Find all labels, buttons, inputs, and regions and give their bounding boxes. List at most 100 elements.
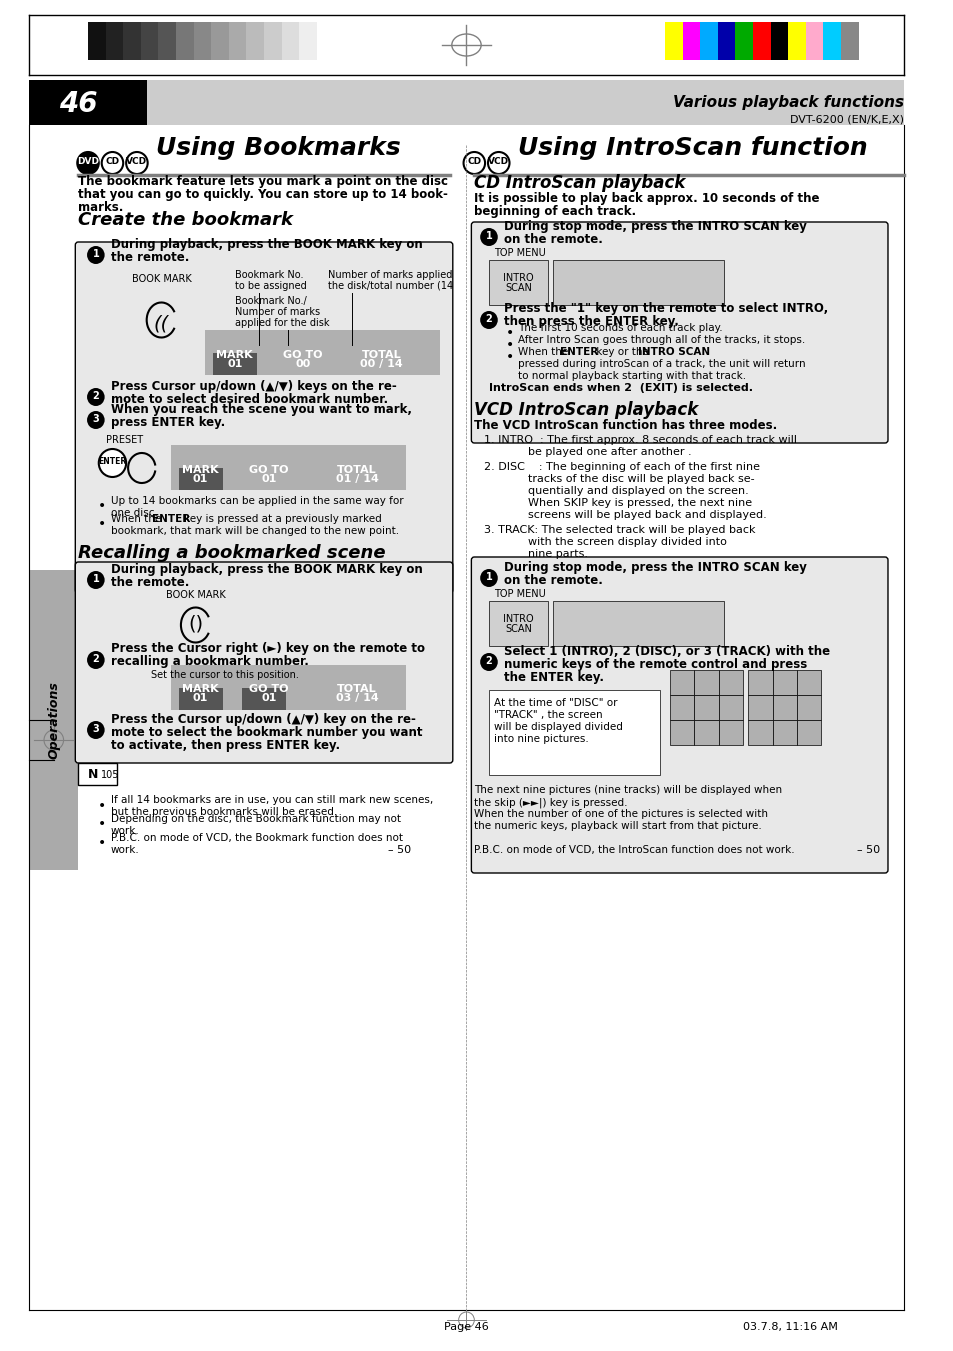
Bar (747, 720, 772, 744)
Text: be played one after another .: be played one after another . (528, 447, 691, 457)
Text: mote to select desired bookmark number.: mote to select desired bookmark number. (111, 393, 387, 407)
Bar (205, 330, 439, 376)
Text: on the remote.: on the remote. (503, 574, 602, 586)
Circle shape (87, 411, 105, 430)
Bar (805, 22, 822, 59)
Text: INTRO: INTRO (502, 273, 533, 282)
Text: marks.: marks. (78, 201, 124, 213)
Bar (141, 22, 158, 59)
Text: When you reach the scene you want to mark,: When you reach the scene you want to mar… (111, 403, 411, 416)
Text: work.: work. (111, 844, 139, 855)
Text: SCAN: SCAN (504, 624, 531, 634)
Text: TOTAL: TOTAL (336, 465, 376, 476)
Text: When SKIP key is pressed, the next nine: When SKIP key is pressed, the next nine (528, 499, 751, 508)
Text: VCD IntroScan playback: VCD IntroScan playback (474, 401, 698, 419)
Text: Press the "1" key on the remote to select INTRO,: Press the "1" key on the remote to selec… (503, 303, 827, 315)
Text: The next nine pictures (nine tracks) will be displayed when: The next nine pictures (nine tracks) wil… (474, 785, 781, 794)
Text: Press the Cursor right (►) key on the remote to: Press the Cursor right (►) key on the re… (111, 642, 424, 655)
Bar (246, 22, 264, 59)
Bar (147, 80, 902, 126)
Text: P.B.C. on mode of VCD, the Bookmark function does not: P.B.C. on mode of VCD, the Bookmark func… (111, 834, 402, 843)
Text: •: • (505, 326, 514, 340)
Bar (796, 670, 821, 694)
Text: Select 1 (INTRO), 2 (DISC), or 3 (TRACK) with the: Select 1 (INTRO), 2 (DISC), or 3 (TRACK)… (503, 644, 829, 658)
Text: tracks of the disc will be played back se-: tracks of the disc will be played back s… (528, 474, 754, 484)
Bar (718, 720, 742, 744)
Bar (717, 22, 735, 59)
Text: The VCD IntroScan function has three modes.: The VCD IntroScan function has three mod… (474, 419, 777, 432)
Text: to normal playback starting with that track.: to normal playback starting with that tr… (517, 372, 745, 381)
Bar (796, 720, 821, 744)
Text: Bookmark No./: Bookmark No./ (234, 296, 306, 305)
Text: one disc.: one disc. (111, 508, 157, 517)
Text: P.B.C. on mode of VCD, the IntroScan function does not work.: P.B.C. on mode of VCD, the IntroScan fun… (474, 844, 794, 855)
Text: 105: 105 (101, 770, 119, 780)
Text: Using IntroScan function: Using IntroScan function (517, 136, 867, 159)
Circle shape (77, 153, 99, 174)
Text: INTRO SCAN: INTRO SCAN (637, 347, 709, 357)
Text: 1: 1 (485, 571, 492, 582)
Bar (241, 688, 285, 711)
Text: Press Cursor up/down (▲/▼) keys on the re-: Press Cursor up/down (▲/▼) keys on the r… (111, 380, 395, 393)
Text: (): () (188, 615, 203, 634)
Text: 2: 2 (92, 654, 99, 663)
Bar (176, 22, 193, 59)
Text: 1: 1 (92, 574, 99, 584)
Text: GO TO: GO TO (283, 350, 322, 359)
Text: CD IntroScan playback: CD IntroScan playback (474, 174, 685, 192)
Text: •: • (98, 517, 106, 531)
Bar (281, 22, 299, 59)
Text: TOTAL: TOTAL (336, 684, 376, 694)
Bar (106, 22, 123, 59)
Text: VCD: VCD (488, 158, 509, 166)
Text: 01: 01 (227, 359, 242, 369)
FancyBboxPatch shape (75, 562, 453, 763)
Bar (30, 570, 78, 870)
Bar (664, 22, 682, 59)
Bar (787, 22, 805, 59)
Bar (735, 22, 752, 59)
Text: on the remote.: on the remote. (503, 232, 602, 246)
Bar (841, 22, 858, 59)
Text: The first 10 seconds of each track play.: The first 10 seconds of each track play. (517, 323, 722, 332)
Text: – 50: – 50 (856, 844, 880, 855)
Text: During playback, press the BOOK MARK key on: During playback, press the BOOK MARK key… (111, 238, 422, 251)
Text: PRESET: PRESET (106, 435, 143, 444)
Text: 2: 2 (92, 390, 99, 401)
Text: During stop mode, press the INTRO SCAN key: During stop mode, press the INTRO SCAN k… (503, 561, 805, 574)
Text: 1: 1 (92, 249, 99, 259)
Bar (264, 22, 281, 59)
Circle shape (488, 153, 509, 174)
Text: MARK: MARK (216, 350, 253, 359)
Text: ENTER: ENTER (152, 513, 190, 524)
Text: DVT-6200 (EN/K,E,X): DVT-6200 (EN/K,E,X) (789, 113, 902, 124)
Text: work.: work. (111, 825, 139, 836)
Text: Number of marks: Number of marks (234, 307, 319, 317)
Circle shape (87, 571, 105, 589)
Text: CD: CD (467, 158, 481, 166)
Text: IntroScan ends when 2  (EXIT) is selected.: IntroScan ends when 2 (EXIT) is selected… (489, 382, 752, 393)
Bar (747, 670, 772, 694)
Bar (669, 720, 694, 744)
Bar (193, 22, 211, 59)
Text: Create the bookmark: Create the bookmark (78, 211, 293, 230)
Bar (747, 694, 772, 720)
Bar (158, 22, 176, 59)
Text: the skip (►►|) key is pressed.: the skip (►►|) key is pressed. (474, 797, 627, 808)
Bar (316, 22, 335, 59)
Text: TOP MENU: TOP MENU (494, 589, 545, 598)
Text: 01: 01 (261, 474, 276, 484)
Text: BOOK MARK: BOOK MARK (166, 590, 225, 600)
Bar (78, 763, 117, 785)
Bar (30, 80, 147, 126)
Bar (718, 694, 742, 720)
Bar (700, 22, 717, 59)
Bar (123, 22, 141, 59)
Circle shape (479, 311, 497, 330)
Bar (229, 22, 246, 59)
Text: Various playback functions: Various playback functions (672, 95, 902, 109)
Text: Depending on the disc, the Bookmark function may not: Depending on the disc, the Bookmark func… (111, 815, 400, 824)
Text: TOP MENU: TOP MENU (494, 249, 545, 258)
Text: will be displayed divided: will be displayed divided (494, 721, 622, 732)
Text: ENTER: ENTER (98, 458, 127, 466)
